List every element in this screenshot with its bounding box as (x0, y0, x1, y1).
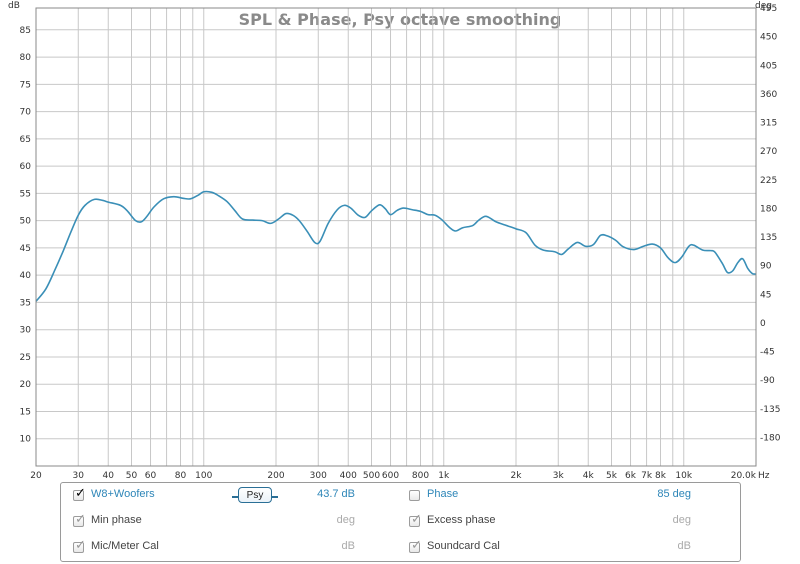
x-tick-label: 600 (382, 471, 399, 481)
min-phase-unit: deg (336, 514, 355, 526)
y-right-tick-label: 270 (760, 147, 777, 157)
chart-title: SPL & Phase, Psy octave smoothing (239, 10, 562, 29)
plot-border (35, 7, 757, 467)
y-tick-label: 40 (20, 271, 32, 281)
excess-phase-label: Excess phase (427, 514, 496, 526)
y-right-tick-label: 360 (760, 90, 777, 100)
legend-panel: ✓ W8+Woofers Psy 43.7 dB Phase 85 deg ✓ … (60, 482, 741, 562)
excess-phase-unit: deg (672, 514, 691, 526)
x-tick-label: 500 (363, 471, 380, 481)
y-tick-label: 85 (20, 26, 31, 36)
x-tick-label: 4k (583, 471, 595, 481)
x-tick-label: 200 (267, 471, 284, 481)
spl-trace-line (35, 190, 757, 302)
x-tick-label: 50 (126, 471, 138, 481)
y-tick-label: 15 (20, 407, 31, 417)
x-tick-label: 10k (675, 471, 692, 481)
phase-checkbox[interactable] (409, 490, 420, 501)
checkmark-icon: ✓ (75, 538, 86, 553)
soundcard-cal-checkbox[interactable]: ✓ (409, 538, 422, 553)
y-tick-label: 80 (20, 53, 32, 63)
y-tick-label: 60 (20, 162, 32, 172)
trace-visible-checkbox[interactable]: ✓ (73, 486, 86, 501)
y-right-tick-label: 450 (760, 33, 777, 43)
spl-phase-chart: SPL & Phase, Psy octave smoothing dB deg… (8, 1, 781, 481)
x-tick-label: 300 (310, 471, 327, 481)
grid (36, 8, 756, 466)
x-tick-label: 7k (641, 471, 653, 481)
soundcard-cal-unit: dB (677, 540, 691, 552)
y-axis-right: -180 -135 -90 -45 0 45 90 135 180 225 270 315 360 405… (760, 4, 781, 443)
legend-row-main: ✓ W8+Woofers Psy 43.7 dB Phase 85 deg (61, 485, 740, 507)
y-tick-label: 50 (20, 217, 32, 227)
y-right-tick-label: 315 (760, 119, 777, 129)
smoothing-line-left (232, 496, 238, 498)
x-tick-label: 60 (145, 471, 157, 481)
y-right-tick-label: 225 (760, 176, 777, 186)
y-right-tick-label: 495 (760, 4, 777, 14)
y-tick-label: 75 (20, 80, 31, 90)
x-tick-label: 20.0k (731, 471, 757, 481)
min-phase-checkbox[interactable]: ✓ (73, 512, 86, 527)
x-tick-label: 2k (511, 471, 523, 481)
smoothing-line-right (272, 496, 278, 498)
x-tick-label: 400 (340, 471, 357, 481)
x-tick-label: 800 (412, 471, 429, 481)
y-right-tick-label: -90 (760, 376, 775, 386)
y-tick-label: 55 (20, 189, 31, 199)
y-axis-left: 10 15 20 25 30 35 40 45 50 55 60 65 70 75 80 85 (20, 26, 32, 445)
y-tick-label: 25 (20, 353, 31, 363)
min-phase-label: Min phase (91, 514, 142, 526)
x-axis: 20 30 40 50 60 80 100 200 300 400 500 600 800 1k 2k 3k 4… (30, 471, 757, 481)
x-tick-label: 20 (30, 471, 42, 481)
legend-row-cal: ✓ Mic/Meter Cal dB ✓ Soundcard Cal dB (61, 537, 740, 559)
x-tick-label: 5k (606, 471, 618, 481)
x-tick-label: 6k (625, 471, 637, 481)
y-right-tick-label: 0 (760, 319, 766, 329)
y-right-tick-label: 135 (760, 233, 777, 243)
legend-row-min-phase: ✓ Min phase deg ✓ Excess phase deg (61, 511, 740, 533)
y-right-tick-label: 180 (760, 204, 777, 214)
x-tick-label: 100 (195, 471, 212, 481)
checkmark-icon: ✓ (75, 512, 86, 527)
x-tick-label: 8k (655, 471, 667, 481)
soundcard-cal-label: Soundcard Cal (427, 540, 500, 552)
y-right-tick-label: -180 (760, 433, 781, 443)
mic-cal-label: Mic/Meter Cal (91, 540, 159, 552)
y-tick-label: 65 (20, 135, 31, 145)
mic-cal-checkbox[interactable]: ✓ (73, 538, 86, 553)
y-right-tick-label: 90 (760, 262, 772, 272)
y-tick-label: 35 (20, 298, 31, 308)
left-axis-unit: dB (8, 1, 20, 11)
x-tick-label: 40 (103, 471, 115, 481)
phase-value: 85 deg (657, 488, 691, 500)
y-tick-label: 70 (20, 108, 32, 118)
spl-value: 43.7 dB (317, 488, 355, 500)
y-tick-label: 30 (20, 326, 32, 336)
y-right-tick-label: -45 (760, 348, 775, 358)
y-right-tick-label: 405 (760, 61, 777, 71)
x-tick-label: 80 (175, 471, 187, 481)
y-right-tick-label: -135 (760, 405, 780, 415)
smoothing-psy-button[interactable]: Psy (238, 487, 272, 503)
checkmark-icon: ✓ (411, 538, 422, 553)
x-tick-label: 3k (553, 471, 565, 481)
mic-cal-unit: dB (341, 540, 355, 552)
y-tick-label: 45 (20, 244, 31, 254)
y-right-tick-label: 45 (760, 290, 771, 300)
trace-name-label: W8+Woofers (91, 488, 155, 500)
right-axis-unit: deg (755, 1, 772, 11)
excess-phase-checkbox[interactable]: ✓ (409, 512, 422, 527)
checkmark-icon: ✓ (75, 486, 86, 501)
checkmark-icon: ✓ (411, 512, 422, 527)
phase-label: Phase (427, 488, 459, 500)
y-tick-label: 20 (20, 380, 32, 390)
x-tick-label: 30 (73, 471, 85, 481)
y-tick-label: 10 (20, 435, 32, 445)
x-tick-label: 1k (438, 471, 450, 481)
x-axis-unit: Hz (758, 471, 770, 481)
